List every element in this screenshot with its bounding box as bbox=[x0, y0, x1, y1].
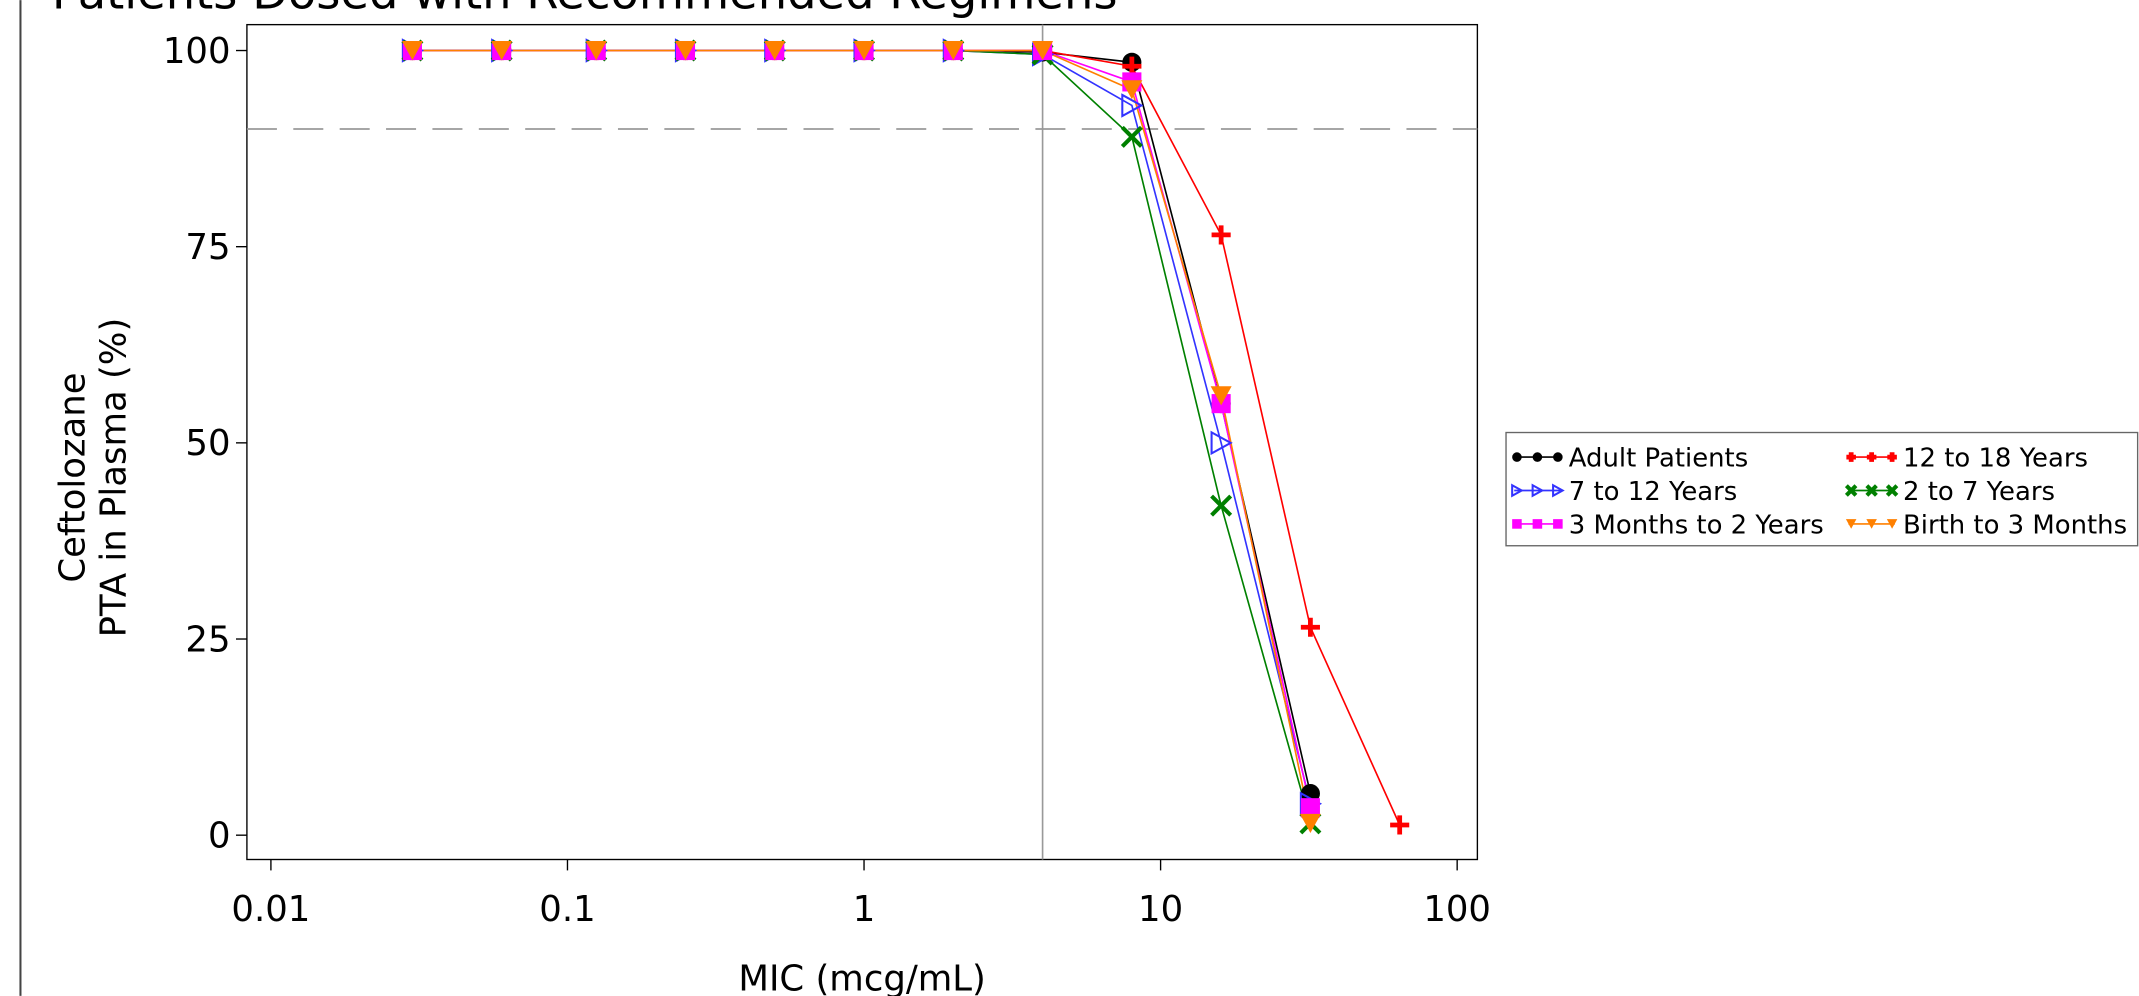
y-axis-label: PTA in Plasma (%) bbox=[94, 318, 135, 638]
legend-label: Adult Patients bbox=[1569, 444, 1748, 474]
legend-marker bbox=[1512, 519, 1522, 529]
y-tick-label: 75 bbox=[185, 227, 230, 268]
x-tick-label: 10 bbox=[1138, 889, 1183, 930]
series-line bbox=[412, 49, 1312, 808]
legend-label: Birth to 3 Months bbox=[1903, 510, 2127, 540]
marker bbox=[674, 40, 696, 61]
y-tick-label: 100 bbox=[163, 31, 231, 72]
y-tick-label: 50 bbox=[185, 423, 230, 464]
legend-box bbox=[1505, 431, 2139, 547]
x-tick-label: 1 bbox=[853, 889, 876, 930]
legend-marker bbox=[1511, 483, 1524, 498]
legend-label: 7 to 12 Years bbox=[1569, 477, 1738, 507]
marker bbox=[942, 40, 964, 61]
plot-frame bbox=[246, 23, 1479, 861]
x-tick-label: 100 bbox=[1423, 889, 1491, 930]
marker bbox=[1211, 225, 1231, 245]
marker bbox=[1300, 798, 1320, 818]
series-line bbox=[412, 49, 1312, 824]
marker bbox=[853, 40, 875, 61]
legend-marker bbox=[1866, 519, 1877, 529]
legend-label: 3 Months to 2 Years bbox=[1569, 510, 1824, 540]
series-line bbox=[412, 49, 1401, 826]
marker bbox=[401, 40, 423, 61]
marker bbox=[1032, 40, 1054, 61]
marker bbox=[1299, 813, 1321, 833]
marker bbox=[1121, 93, 1144, 118]
marker bbox=[491, 40, 513, 61]
legend-marker bbox=[1844, 484, 1858, 497]
series-line bbox=[412, 49, 1312, 804]
legend-marker bbox=[1532, 452, 1543, 462]
legend-marker bbox=[1887, 452, 1897, 462]
marker bbox=[764, 40, 786, 61]
marker bbox=[1390, 815, 1410, 835]
y-tick-label: 25 bbox=[185, 619, 230, 660]
legend-marker bbox=[1865, 484, 1878, 497]
legend-marker bbox=[1553, 452, 1563, 462]
marker bbox=[585, 40, 607, 61]
y-axis-label: Ceftolozane bbox=[53, 372, 94, 582]
legend-label: 2 to 7 Years bbox=[1903, 477, 2055, 507]
x-tick-label: 0.1 bbox=[539, 889, 595, 930]
legend-label: 12 to 18 Years bbox=[1903, 444, 2088, 474]
legend-marker bbox=[1845, 519, 1857, 529]
marker bbox=[1210, 494, 1233, 517]
marker bbox=[1210, 430, 1233, 456]
marker bbox=[1120, 125, 1143, 148]
legend-marker bbox=[1552, 483, 1565, 498]
legend-marker bbox=[1532, 519, 1543, 529]
legend-marker bbox=[1886, 519, 1898, 529]
legend-marker bbox=[1885, 484, 1899, 497]
legend-marker bbox=[1846, 452, 1856, 462]
x-axis-label: MIC (mcg/mL) bbox=[738, 958, 986, 996]
marker bbox=[1121, 80, 1143, 100]
series-line bbox=[412, 49, 1312, 794]
chart-title: Patients Dosed with Recommended Regimens bbox=[52, 0, 1118, 19]
series-line bbox=[412, 49, 1312, 824]
legend-marker bbox=[1531, 483, 1545, 498]
legend-marker bbox=[1553, 519, 1563, 529]
x-tick-label: 0.01 bbox=[231, 889, 310, 930]
marker bbox=[1300, 617, 1320, 637]
legend-marker bbox=[1512, 452, 1522, 462]
legend-marker bbox=[1866, 452, 1877, 462]
marker bbox=[1210, 386, 1232, 406]
y-tick-label: 0 bbox=[208, 815, 231, 856]
